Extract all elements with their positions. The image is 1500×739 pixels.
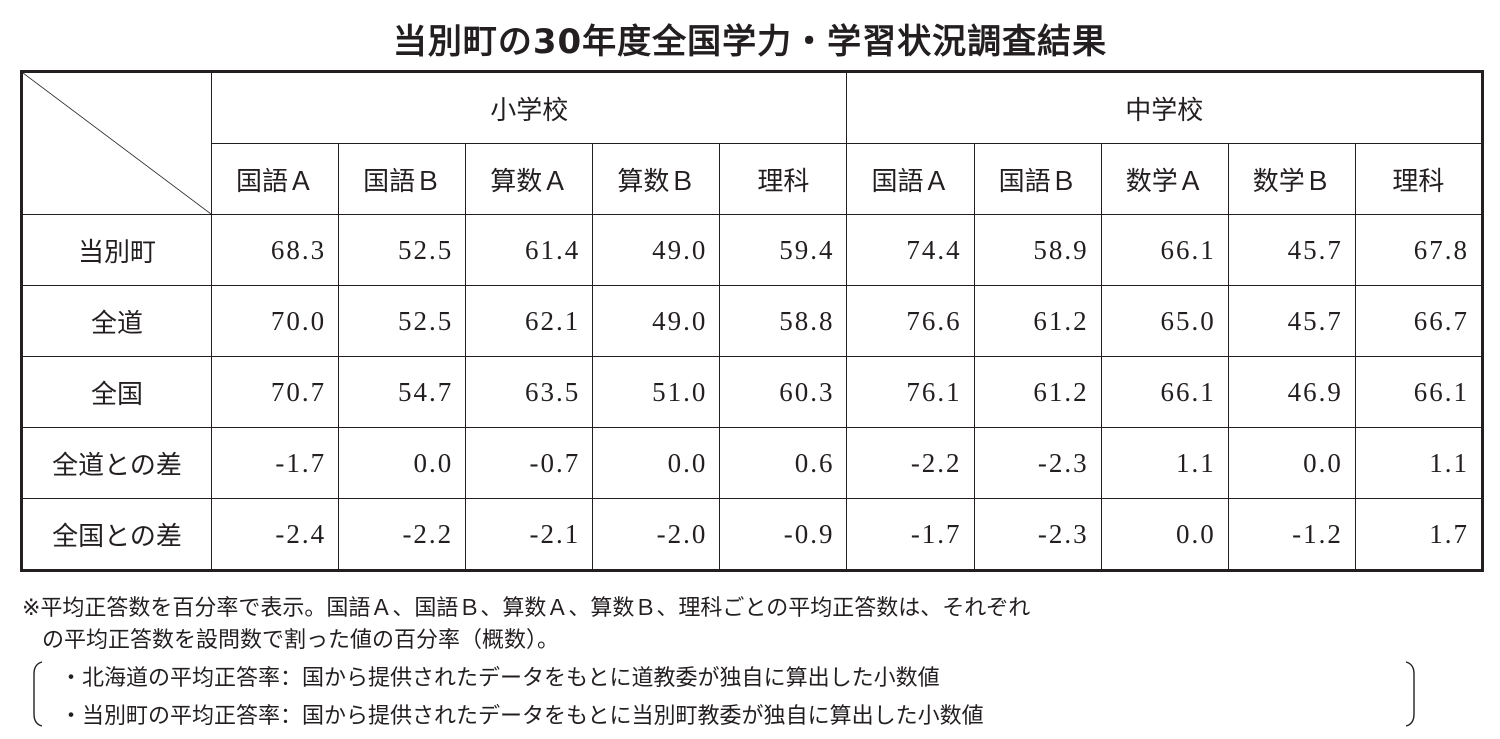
value-cell: 70.7 <box>210 356 340 428</box>
value-cell: 62.1 <box>465 285 594 357</box>
value-cell: 45.7 <box>1227 285 1356 357</box>
row-label: 当別町 <box>21 214 212 286</box>
value-cell: 49.0 <box>592 285 721 357</box>
page-title: 当別町の30年度全国学力・学習状況調査結果 <box>392 22 1108 62</box>
results-table: 小学校 中学校 国語Ａ 国語Ｂ 算数Ａ 算数Ｂ 理科 国語Ａ 国語Ｂ 数学Ａ 数… <box>20 70 1484 572</box>
value-cell: 54.7 <box>338 356 467 428</box>
value-cell: 66.1 <box>1100 214 1229 286</box>
value-cell: 52.5 <box>338 214 467 286</box>
value-cell: 60.3 <box>719 356 848 428</box>
subject-header: 国語Ａ <box>210 143 340 215</box>
value-cell: -2.3 <box>973 498 1102 571</box>
value-cell: -0.7 <box>465 427 594 499</box>
value-cell: 0.6 <box>719 427 848 499</box>
subject-header: 数学Ａ <box>1100 143 1229 215</box>
value-cell: 0.0 <box>1227 427 1356 499</box>
value-cell: -2.3 <box>973 427 1102 499</box>
value-cell: 66.7 <box>1354 285 1484 357</box>
value-cell: 49.0 <box>592 214 721 286</box>
value-cell: 59.4 <box>719 214 848 286</box>
subject-header: 国語Ａ <box>846 143 975 215</box>
value-cell: -1.2 <box>1227 498 1356 571</box>
value-cell: -2.2 <box>846 427 975 499</box>
value-cell: 66.1 <box>1354 356 1484 428</box>
subject-header: 国語Ｂ <box>973 143 1102 215</box>
value-cell: 46.9 <box>1227 356 1356 428</box>
table-row: 当別町 68.3 52.5 61.4 49.0 59.4 74.4 58.9 6… <box>21 214 1484 286</box>
footnote-bullet-tobetsu: ・当別町の平均正答率：国から提供されたデータをもとに当別町教委が独自に算出した小… <box>60 704 984 729</box>
value-cell: 0.0 <box>338 427 467 499</box>
left-bracket-icon <box>33 661 43 727</box>
value-cell: 0.0 <box>592 427 721 499</box>
table-row: 全道 70.0 52.5 62.1 49.0 58.8 76.6 61.2 65… <box>21 285 1484 357</box>
table-row: 全国との差 -2.4 -2.2 -2.1 -2.0 -0.9 -1.7 -2.3… <box>21 498 1484 571</box>
value-cell: 74.4 <box>846 214 975 286</box>
school-header-row: 小学校 中学校 <box>21 71 1483 215</box>
value-cell: -2.1 <box>465 498 594 571</box>
value-cell: 51.0 <box>592 356 721 428</box>
value-cell: 61.2 <box>973 356 1102 428</box>
value-cell: 1.1 <box>1100 427 1229 499</box>
value-cell: 67.8 <box>1354 214 1484 286</box>
value-cell: 68.3 <box>210 214 340 286</box>
value-cell: 61.2 <box>973 285 1102 357</box>
value-cell: -2.0 <box>592 498 721 571</box>
junior-high-school-header: 中学校 <box>846 71 1483 144</box>
value-cell: 66.1 <box>1100 356 1229 428</box>
table-row: 全道との差 -1.7 0.0 -0.7 0.0 0.6 -2.2 -2.3 1.… <box>21 427 1484 499</box>
row-label: 全国との差 <box>21 498 212 571</box>
elementary-school-header: 小学校 <box>210 71 848 144</box>
value-cell: -1.7 <box>846 498 975 571</box>
corner-cell <box>21 71 212 215</box>
subject-header: 算数Ａ <box>465 143 594 215</box>
value-cell: 76.6 <box>846 285 975 357</box>
subject-header: 理科 <box>719 143 848 215</box>
value-cell: -2.2 <box>338 498 467 571</box>
subject-header: 算数Ｂ <box>592 143 721 215</box>
value-cell: 58.9 <box>973 214 1102 286</box>
diagonal-line-icon <box>23 73 211 214</box>
value-cell: -2.4 <box>210 498 340 571</box>
row-label: 全道との差 <box>21 427 212 499</box>
value-cell: 65.0 <box>1100 285 1229 357</box>
value-cell: 63.5 <box>465 356 594 428</box>
right-bracket-icon <box>1405 661 1415 727</box>
value-cell: 1.7 <box>1354 498 1484 571</box>
footnote-line: の平均正答数を設問数で割った値の百分率（概数）。 <box>42 628 560 653</box>
value-cell: 58.8 <box>719 285 848 357</box>
value-cell: 45.7 <box>1227 214 1356 286</box>
value-cell: 1.1 <box>1354 427 1484 499</box>
footnote-line: ※平均正答数を百分率で表示。国語Ａ、国語Ｂ、算数Ａ、算数Ｂ、理科ごとの平均正答数… <box>22 596 1031 621</box>
subject-header: 数学Ｂ <box>1227 143 1356 215</box>
value-cell: -0.9 <box>719 498 848 571</box>
value-cell: 52.5 <box>338 285 467 357</box>
subject-header: 理科 <box>1354 143 1484 215</box>
row-label: 全道 <box>21 285 212 357</box>
value-cell: 61.4 <box>465 214 594 286</box>
row-label: 全国 <box>21 356 212 428</box>
table-row: 全国 70.7 54.7 63.5 51.0 60.3 76.1 61.2 66… <box>21 356 1484 428</box>
value-cell: 70.0 <box>210 285 340 357</box>
subject-header-row: 国語Ａ 国語Ｂ 算数Ａ 算数Ｂ 理科 国語Ａ 国語Ｂ 数学Ａ 数学Ｂ 理科 <box>22 143 1484 215</box>
value-cell: -1.7 <box>210 427 340 499</box>
subject-header: 国語Ｂ <box>338 143 467 215</box>
value-cell: 0.0 <box>1100 498 1229 571</box>
value-cell: 76.1 <box>846 356 975 428</box>
footnote-bullet-hokkaido: ・北海道の平均正答率：国から提供されたデータをもとに道教委が独自に算出した小数値 <box>60 666 940 691</box>
